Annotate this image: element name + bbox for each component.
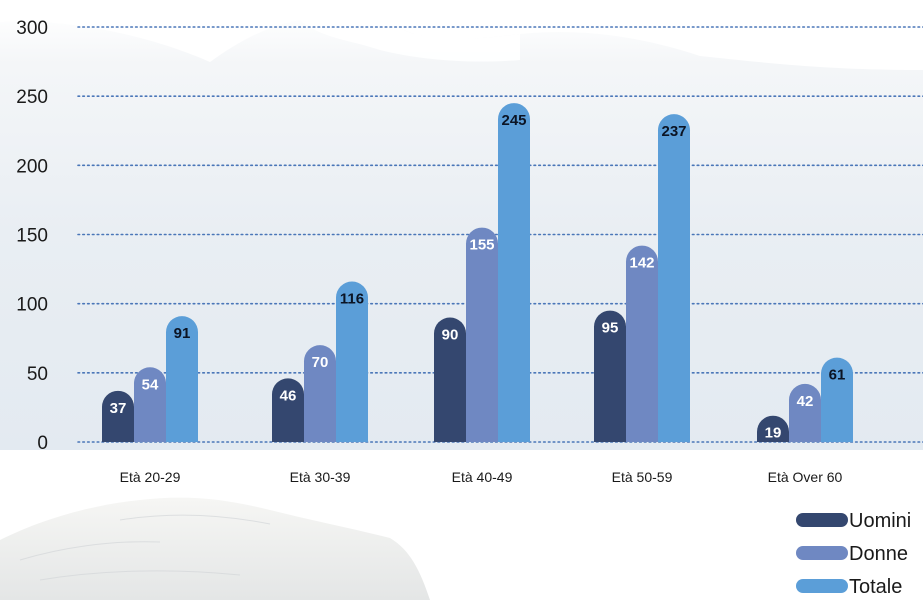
x-tick-label: Età 20-29 (120, 469, 181, 485)
x-axis-ticks: Età 20-29 Età 30-39 Età 40-49 Età 50-59 Età … (120, 469, 843, 485)
legend-swatch (796, 546, 848, 560)
data-label: 142 (629, 255, 654, 272)
bar-uomini (272, 378, 304, 442)
bar-totale (658, 114, 690, 442)
x-tick-label: Età 30-39 (290, 469, 351, 485)
bar-donne (304, 345, 336, 442)
data-label: 46 (280, 387, 297, 404)
legend-swatch (796, 579, 848, 593)
y-tick-label: 0 (37, 433, 48, 454)
legend-swatch (796, 513, 848, 527)
y-tick-label: 200 (16, 156, 48, 177)
legend-label: Donne (849, 543, 908, 565)
data-label: 155 (469, 237, 494, 254)
x-tick-label: Età 40-49 (452, 469, 513, 485)
bar-uomini (102, 390, 134, 442)
data-label: 61 (829, 367, 846, 384)
bar-totale (166, 316, 198, 442)
background-texture (0, 11, 923, 600)
bar-donne (626, 245, 658, 442)
x-tick-label: Età Over 60 (768, 469, 843, 485)
bar-donne (789, 383, 821, 442)
data-label: 91 (174, 325, 191, 342)
bar-totale (336, 281, 368, 442)
bar-donne (466, 227, 498, 442)
data-label: 116 (340, 291, 364, 308)
legend-label: Totale (849, 576, 902, 598)
bar-uomini (757, 415, 789, 442)
bar-totale (498, 103, 530, 442)
data-label: 245 (501, 112, 526, 129)
bars: 37 54 91 46 70 116 90 155 245 95 142 237 19 42 61 (102, 103, 853, 442)
data-label: 70 (312, 354, 329, 371)
bar-totale (821, 357, 853, 442)
bar-donne (134, 367, 166, 442)
data-label: 95 (602, 320, 619, 337)
legend: Uomini Donne Totale (796, 510, 911, 598)
y-tick-label: 100 (16, 295, 48, 316)
data-label: 37 (110, 400, 127, 417)
y-tick-label: 250 (16, 87, 48, 108)
bar-uomini (434, 317, 466, 442)
y-axis-ticks: 0 50 100 150 200 250 300 (16, 18, 48, 454)
legend-label: Uomini (849, 510, 911, 532)
y-tick-label: 150 (16, 226, 48, 247)
y-tick-label: 50 (27, 364, 48, 385)
data-label: 19 (765, 425, 782, 442)
data-label: 237 (661, 123, 686, 140)
data-label: 90 (442, 327, 459, 344)
data-label: 42 (797, 393, 814, 410)
data-label: 54 (142, 376, 159, 393)
bar-uomini (594, 310, 626, 442)
x-tick-label: Età 50-59 (612, 469, 673, 485)
y-tick-label: 300 (16, 18, 48, 39)
